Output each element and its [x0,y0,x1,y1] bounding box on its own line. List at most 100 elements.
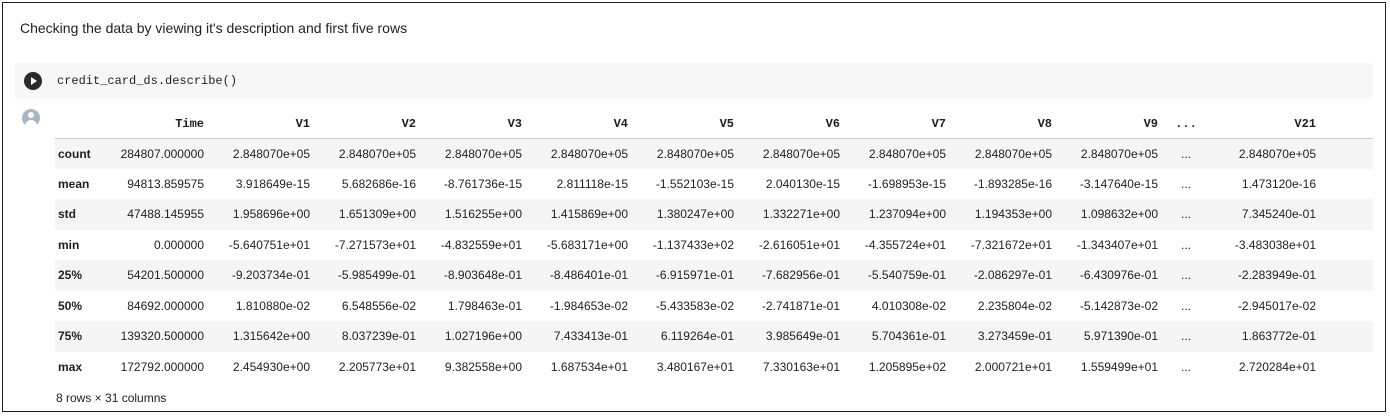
table-cell: 2.848070e+05 [1238,146,1316,161]
table-cell: 3.273459e-01 [977,329,1052,344]
table-cell: 2.848070e+05 [762,146,840,161]
table-cell: -5.683171e+00 [546,237,628,252]
table-cell: 1.798463e-01 [447,298,522,313]
column-header: V21 [1208,111,1322,139]
table-row: 75% 139320.500000 1.315642e+00 8.037239e-01… [55,321,1373,352]
table-cell: -1.343407e+01 [1076,237,1158,252]
table-row: mean 94813.859575 3.918649e-15 5.682686e-16… [55,169,1373,200]
table-cell: 1.810880e-02 [235,298,310,313]
play-icon[interactable] [24,72,42,90]
table-cell: 1.863772e-01 [1241,329,1316,344]
table-cell: 8.0421 [1322,169,1373,200]
table-cell: 3.480167e+01 [656,359,734,374]
table-cell: 7.2570 [1322,199,1373,230]
row-index-label: count [58,146,91,161]
table-cell: 2.720284e+01 [1238,359,1316,374]
table-cell: 1.194353e+00 [974,207,1052,222]
column-header: ... [1164,111,1208,139]
table-cell: 3.918649e-15 [235,176,310,191]
table-cell: -9.203734e-01 [231,268,310,283]
table-cell: 2.000721e+01 [974,359,1052,374]
table-cell: -7.682956e-01 [761,268,840,283]
table-cell: ... [1180,237,1191,252]
table-cell: 6.548556e-02 [341,298,416,313]
table-cell: 2.848070e+05 [868,146,946,161]
column-header: V9 [1058,111,1164,139]
describe-table: Time V1 V2 V3 V4 V5 V6 V7 V8 V9... V21 count 284807… [55,111,1373,381]
table-cell: ... [1180,298,1191,313]
column-header: V6 [740,111,846,139]
table-cell: 1.958696e+00 [232,207,310,222]
table-cell: -8.761736e-15 [443,176,522,191]
table-cell: -6.915971e-01 [655,268,734,283]
table-cell: 1.651309e+00 [338,207,416,222]
table-cell: -1.137433e+02 [652,237,734,252]
row-index-label: min [58,237,80,252]
output-table-container[interactable]: Time V1 V2 V3 V4 V5 V6 V7 V8 V9... V21 count 284807… [55,111,1373,381]
column-header: V3 [422,111,528,139]
table-cell: ... [1180,176,1191,191]
column-header: V5 [634,111,740,139]
column-header: V4 [528,111,634,139]
table-cell: -1.893285e-16 [973,176,1052,191]
table-cell: -5.433583e-02 [655,298,734,313]
code-text[interactable]: credit_card_ds.describe() [57,74,238,88]
table-cell: 47488.145955 [127,207,204,222]
table-cell: 4.010308e-02 [871,298,946,313]
row-index-label: 50% [58,298,83,313]
table-cell: ... [1180,268,1191,283]
table-cell: 2.848070e+05 [550,146,628,161]
table-cell: 1.687534e+01 [550,359,628,374]
table-cell: 2.040130e-15 [765,176,840,191]
table-cell: -1.552103e-15 [655,176,734,191]
table-header-row: Time V1 V2 V3 V4 V5 V6 V7 V8 V9... V21 [55,111,1373,139]
table-cell: -1.984653e-02 [549,298,628,313]
notebook-cell-frame: Checking the data by viewing it's descri… [2,2,1386,412]
column-header: V2 [316,111,422,139]
row-index-label: 75% [58,329,83,344]
table-cell: 1.473120e-16 [1241,176,1316,191]
table-cell: 5.704361e-01 [871,329,946,344]
table-cell: -3.483038e+01 [1234,237,1316,252]
table-cell: 2.848070e+05 [444,146,522,161]
column-header: V7 [846,111,952,139]
table-cell: ... [1180,207,1191,222]
table-cell: 2.811118e-15 [556,176,628,191]
code-cell[interactable]: credit_card_ds.describe() [15,63,1373,99]
table-cell: 7.330163e+01 [762,359,840,374]
table-cell: 2.848070e+05 [974,146,1052,161]
table-cell: 84692.000000 [127,298,204,313]
table-cell: 1.0503 [1322,352,1373,382]
table-row: 50% 84692.000000 1.810880e-02 6.548556e-02 1… [55,291,1373,322]
row-index-label: std [58,207,76,222]
table-cell: 2.848070e+05 [232,146,310,161]
table-cell: 3.985649e-01 [765,329,840,344]
table-cell: 6.7819 [1322,291,1373,322]
table-row: count 284807.000000 2.848070e+05 2.848070e+… [55,138,1373,169]
table-cell: 54201.500000 [127,268,204,283]
table-cell: -5.640751e+01 [228,237,310,252]
table-cell: 1.205895e+02 [868,359,946,374]
table-cell: -5.540759e-01 [867,268,946,283]
table-cell: -7.271573e+01 [334,237,416,252]
table-cell: 172792.000000 [120,359,204,374]
table-cell: -6.430976e-01 [1079,268,1158,283]
table-cell: 6.119264e-01 [660,329,734,344]
table-cell: 2.848070e+05 [338,146,416,161]
table-cell: -8.486401e-01 [549,268,628,283]
table-row: max 172792.000000 2.454930e+00 2.205773e+01… [55,352,1373,382]
table-cell: 1.098632e+00 [1080,207,1158,222]
table-cell: 284807.000000 [120,146,204,161]
table-cell: 2.454930e+00 [232,359,310,374]
table-cell: -2.741871e-01 [761,298,840,313]
table-cell: ... [1180,329,1191,344]
table-cell: 2.84807 [1322,138,1373,169]
table-cell: 1.516255e+00 [444,207,522,222]
table-cell: 7.433413e-01 [553,329,628,344]
row-index-label: max [58,359,83,374]
table-cell: 94813.859575 [127,176,204,191]
column-header [1322,111,1373,139]
table-cell: 2.235804e-02 [977,298,1052,313]
table-cell: 2.848070e+05 [656,146,734,161]
column-header [55,111,106,139]
